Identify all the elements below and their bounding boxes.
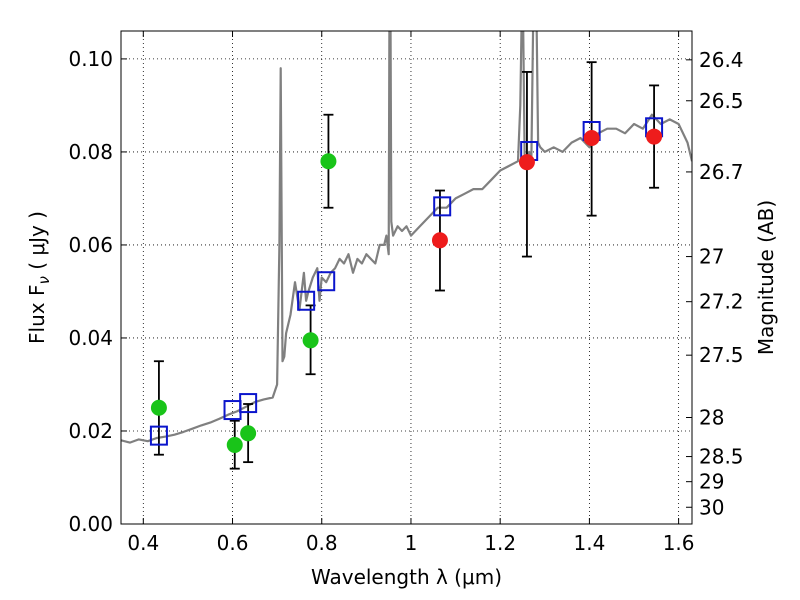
x-tick-label: 0.8 xyxy=(306,531,338,555)
y2-axis-label: Magnitude (AB) xyxy=(754,200,778,355)
ground-data-point xyxy=(226,436,243,453)
space-data-point xyxy=(431,232,448,249)
data-point-layer xyxy=(150,128,663,453)
model-spectrum-layer xyxy=(121,31,692,444)
x-axis-label: Wavelength λ (μm) xyxy=(311,565,502,589)
y2-tick-label: 26.5 xyxy=(699,89,744,113)
model-box-marker xyxy=(433,196,452,217)
y-tick-label: 0.06 xyxy=(68,233,113,257)
y-axis-label-unit: ( μJy ) xyxy=(25,211,49,276)
grid-lines xyxy=(121,31,692,524)
x-tick-label: 1.6 xyxy=(663,531,695,555)
y-tick-label: 0.08 xyxy=(68,140,113,164)
x-tick-label: 1 xyxy=(405,531,418,555)
model-box-marker xyxy=(239,393,258,414)
y2-tick-label: 28 xyxy=(699,405,724,429)
model-box-marker xyxy=(297,290,316,311)
y2-tick-label: 29 xyxy=(699,470,724,494)
y2-tick-label: 30 xyxy=(699,495,724,519)
model-box-layer xyxy=(149,117,664,446)
y-tick-label: 0.02 xyxy=(68,419,113,443)
y2-tick-label: 26.7 xyxy=(699,160,744,184)
y-tick-label: 0.00 xyxy=(68,512,113,536)
y2-tick-label: 27 xyxy=(699,245,724,269)
ground-data-point xyxy=(302,332,319,349)
y-axis-label: Flux Fν ( μJy ) xyxy=(25,211,53,344)
ground-data-point xyxy=(320,153,337,170)
x-tick-label: 1.2 xyxy=(484,531,516,555)
space-data-point xyxy=(583,129,600,146)
y2-tick-label: 26.4 xyxy=(699,48,744,72)
y-axis-label-main: Flux F xyxy=(25,285,49,344)
tick-layer: 0.4 0.6 0.8 1 1.2 1.4 1.6 0.00 0.02 0.04 0.06 0.08 0… xyxy=(68,31,744,555)
space-data-point xyxy=(646,128,663,145)
y2-tick-label: 27.2 xyxy=(699,290,744,314)
y2-tick-label: 27.5 xyxy=(699,343,744,367)
model-box-marker xyxy=(149,425,168,446)
plot-frame xyxy=(120,30,693,525)
y-axis-label-subscript: ν xyxy=(35,276,53,284)
model-spectrum-line xyxy=(121,31,692,444)
space-data-point xyxy=(518,154,535,171)
y-tick-label: 0.04 xyxy=(68,326,113,350)
y-tick-label: 0.10 xyxy=(68,47,113,71)
x-tick-label: 0.4 xyxy=(127,531,159,555)
ground-data-point xyxy=(240,425,257,442)
x-tick-label: 0.6 xyxy=(217,531,249,555)
x-tick-label: 1.4 xyxy=(573,531,605,555)
y2-tick-label: 28.5 xyxy=(699,445,744,469)
model-box-marker xyxy=(317,271,336,292)
ground-data-point xyxy=(150,399,167,416)
